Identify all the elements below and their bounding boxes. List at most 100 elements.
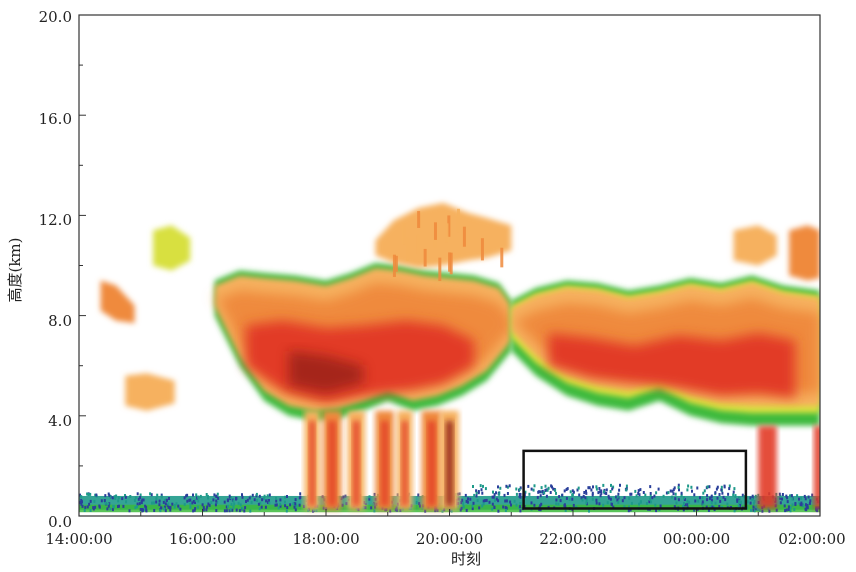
boundary-echo-speck [192, 500, 195, 503]
early-cloud-mid [125, 373, 175, 411]
boundary-echo-speck [732, 490, 735, 494]
boundary-echo-speck [275, 499, 278, 503]
boundary-echo-speck [283, 500, 286, 504]
boundary-echo-speck [245, 500, 247, 503]
boundary-echo-speck [417, 493, 420, 497]
boundary-echo-speck [789, 494, 791, 498]
boundary-echo-speck [530, 501, 533, 505]
precip-shaft-core [380, 420, 389, 506]
boundary-echo-speck [475, 491, 478, 495]
boundary-echo-speck [714, 491, 717, 495]
boundary-echo-speck [686, 503, 689, 507]
boundary-echo-speck [727, 492, 730, 496]
boundary-echo-speck [173, 503, 176, 507]
boundary-echo-speck [608, 496, 611, 500]
boundary-echo-speck [384, 508, 387, 512]
boundary-echo-speck [225, 505, 228, 509]
boundary-echo-speck [639, 488, 642, 492]
boundary-echo-speck [341, 503, 344, 507]
boundary-echo-speck [262, 497, 265, 500]
boundary-echo-speck [83, 509, 86, 512]
boundary-echo-speck [477, 491, 480, 495]
boundary-echo-speck [786, 500, 789, 504]
boundary-echo-speck [258, 494, 261, 498]
boundary-echo-speck [718, 493, 721, 496]
boundary-echo-speck [740, 500, 742, 504]
boundary-echo-speck [555, 502, 558, 506]
boundary-echo-speck [674, 492, 677, 496]
boundary-echo-speck [368, 495, 371, 499]
boundary-echo-speck [653, 494, 656, 498]
boundary-echo-speck [114, 496, 117, 500]
boundary-echo-speck [471, 507, 474, 511]
boundary-echo-speck [545, 494, 548, 498]
boundary-echo-speck [509, 500, 512, 504]
boundary-echo-speck [743, 495, 746, 499]
precip-shaft-core [401, 420, 408, 506]
cirrus-streak [394, 255, 398, 272]
axis-ticks [78, 14, 821, 517]
boundary-echo-speck [768, 509, 771, 513]
boundary-echo-speck [134, 496, 137, 500]
boundary-echo-speck [506, 485, 509, 489]
boundary-echo-speck [513, 499, 516, 503]
boundary-echo-speck [285, 509, 288, 513]
boundary-echo-speck [751, 494, 754, 498]
boundary-echo-speck [223, 509, 226, 513]
boundary-echo-speck [121, 497, 124, 501]
boundary-echo-speck [750, 508, 752, 512]
boundary-echo-speck [232, 499, 235, 503]
boundary-echo-speck [758, 508, 761, 512]
boundary-echo-speck [602, 483, 605, 487]
boundary-echo-speck [230, 496, 233, 499]
boundary-echo-speck [752, 505, 755, 509]
boundary-echo-speck [741, 493, 744, 497]
boundary-echo-speck [163, 498, 166, 502]
boundary-echo-speck [791, 497, 794, 501]
boundary-echo-speck [637, 489, 640, 493]
boundary-echo-speck [713, 505, 715, 509]
boundary-echo-speck [122, 504, 125, 508]
highlight-box [522, 449, 748, 510]
boundary-echo-speck [638, 493, 641, 497]
boundary-echo-speck [518, 488, 521, 491]
boundary-echo-speck [590, 488, 593, 492]
boundary-echo-speck [469, 497, 472, 501]
boundary-echo-speck [707, 508, 710, 512]
boundary-echo-speck [298, 503, 301, 507]
boundary-echo-speck [617, 500, 620, 504]
boundary-echo-speck [140, 501, 143, 505]
boundary-echo-speck [572, 490, 575, 494]
boundary-echo-speck [749, 501, 752, 505]
boundary-echo-speck [373, 509, 376, 513]
boundary-echo-speck [657, 487, 660, 491]
boundary-echo-speck [113, 505, 115, 509]
boundary-echo-speck [230, 502, 233, 506]
boundary-echo-speck [571, 489, 574, 493]
boundary-echo-speck [186, 499, 189, 503]
late-precip-shaft [813, 425, 820, 509]
boundary-echo-speck [466, 500, 469, 504]
boundary-echo-speck [808, 501, 811, 505]
cirrus-streak [462, 226, 466, 247]
boundary-echo-speck [610, 483, 612, 487]
boundary-echo-speck [152, 501, 155, 505]
boundary-echo-speck [109, 507, 112, 511]
boundary-echo-speck [497, 509, 500, 513]
boundary-echo-speck [530, 487, 533, 491]
boundary-echo-speck [612, 485, 615, 489]
boundary-echo-speck [173, 505, 176, 509]
boundary-echo-speck [436, 508, 439, 512]
boundary-echo-speck [561, 493, 564, 497]
boundary-echo-speck [499, 486, 502, 490]
boundary-echo-speck [275, 496, 277, 500]
boundary-echo-speck [145, 505, 148, 509]
boundary-echo-speck [100, 499, 103, 503]
boundary-echo-speck [108, 493, 111, 497]
y-tick-label: 4.0 [48, 412, 72, 430]
boundary-echo-speck [189, 505, 192, 509]
boundary-echo-speck [508, 484, 511, 488]
boundary-echo-speck [563, 489, 566, 493]
boundary-echo-speck [415, 501, 418, 504]
boundary-echo-speck [479, 484, 482, 488]
